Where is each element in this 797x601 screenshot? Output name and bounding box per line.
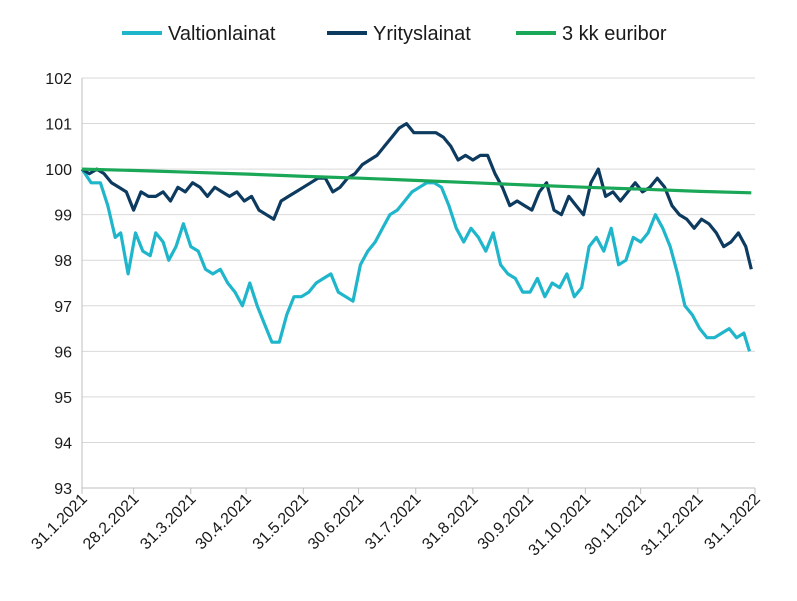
x-tick-label: 30.4.2021 [193, 491, 255, 553]
y-tick-label: 102 [45, 71, 72, 88]
x-tick-label: 31.12.2021 [638, 491, 707, 560]
y-tick-label: 95 [54, 390, 72, 407]
legend-label: 3 kk euribor [562, 23, 667, 45]
y-tick-label: 100 [45, 162, 72, 179]
x-tick-label: 30.9.2021 [475, 491, 537, 553]
y-tick-label: 93 [54, 481, 72, 498]
legend-label: Valtionlainat [168, 23, 276, 45]
y-tick-label: 98 [54, 253, 72, 270]
x-tick-label: 31.8.2021 [419, 491, 481, 553]
plot-area [80, 122, 753, 352]
legend-label: Yrityslainat [373, 23, 471, 45]
legend-item: Yrityslainat [327, 23, 471, 45]
x-tick-label: 31.5.2021 [250, 491, 312, 553]
legend-item: 3 kk euribor [516, 23, 667, 45]
legend: Valtionlainat Yrityslainat 3 kk euribor [122, 23, 667, 45]
y-tick-label: 97 [54, 299, 72, 316]
x-tick-label: 31.3.2021 [137, 491, 199, 553]
y-tick-label: 94 [54, 435, 72, 452]
series-line-3-kk-euribor [81, 167, 752, 195]
gridlines [82, 77, 755, 489]
x-axis: 31.1.202128.2.202131.3.202130.4.202131.5… [28, 487, 764, 560]
x-tick-label: 28.2.2021 [80, 491, 142, 553]
series-line-valtionlainat [80, 168, 752, 352]
legend-item: Valtionlainat [122, 23, 276, 45]
y-tick-label: 96 [54, 344, 72, 361]
y-tick-label: 101 [45, 117, 72, 134]
series-line-yrityslainat [81, 122, 753, 270]
x-tick-label: 31.7.2021 [362, 491, 424, 553]
y-tick-label: 99 [54, 208, 72, 225]
x-tick-label: 31.1.2022 [701, 491, 763, 553]
x-tick-label: 30.6.2021 [305, 491, 367, 553]
y-axis: 93 94 95 96 97 98 99 100 101 102 [45, 71, 83, 498]
